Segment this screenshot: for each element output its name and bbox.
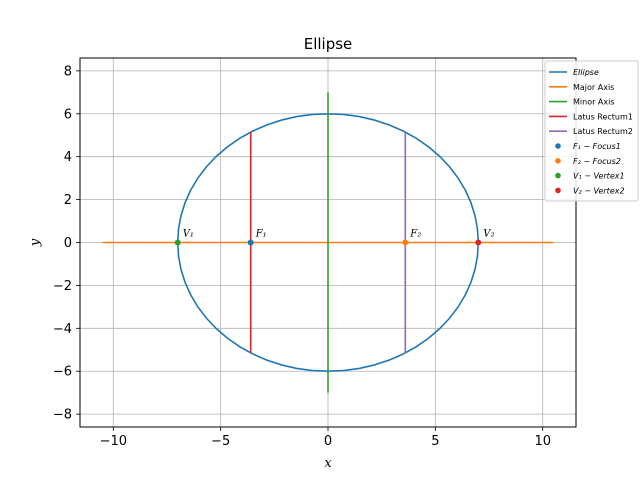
- y-tick-label: −2: [53, 279, 72, 294]
- legend-dot-swatch: [555, 172, 561, 179]
- legend-box: [544, 60, 639, 202]
- x-axis-label: x: [324, 456, 332, 471]
- legend-entry-label: Latus Rectum1: [573, 112, 633, 121]
- legend-entry-label: Latus Rectum2: [573, 127, 633, 136]
- x-tick-label: 10: [534, 434, 551, 449]
- x-tick-label: −5: [211, 434, 230, 449]
- x-tick-label: 5: [431, 434, 439, 449]
- legend-entry-label: V₁ − Vertex1: [573, 172, 625, 181]
- point-marker: [174, 239, 181, 246]
- point-marker: [402, 239, 409, 246]
- y-tick-label: −4: [53, 322, 72, 337]
- y-tick-label: 6: [64, 107, 72, 122]
- y-axis-label: y: [28, 238, 43, 247]
- point-annotation: V₂: [483, 229, 494, 240]
- y-tick-label: −8: [53, 408, 72, 423]
- legend-entry-label: Minor Axis: [573, 98, 615, 107]
- point-marker: [475, 239, 482, 246]
- point-annotations: V₁ F₁ F₂ V₂: [183, 229, 495, 240]
- legend-entry-label: V₂ − Vertex2: [573, 186, 625, 195]
- legend-entry-label: Major Axis: [573, 83, 614, 92]
- axis-ticks: −10 −5 0 5 10 −8 −6 −4 −2 0 2 4 6 8: [53, 64, 551, 449]
- point-annotation: V₁: [183, 229, 194, 240]
- y-tick-label: 4: [64, 150, 72, 165]
- x-tick-label: 0: [324, 434, 332, 449]
- legend-entry-label: F₁ − Focus1: [573, 142, 621, 151]
- legend-entry-label: F₂ − Focus2: [573, 157, 621, 166]
- legend-dot-swatch: [555, 158, 561, 164]
- legend-dot-swatch: [555, 143, 561, 149]
- plot-series: [102, 92, 554, 393]
- y-tick-label: 8: [64, 64, 72, 79]
- x-tick-label: −10: [100, 434, 127, 449]
- point-marker: [247, 239, 254, 246]
- legend: Ellipse Major Axis Minor Axis Latus Rectum1…: [544, 60, 639, 202]
- legend-dot-swatch: [555, 187, 561, 194]
- point-annotation: F₂: [409, 229, 421, 240]
- legend-entry-label: Ellipse: [573, 68, 599, 77]
- y-tick-label: 0: [64, 236, 72, 251]
- point-annotation: F₁: [255, 229, 267, 240]
- chart-title: Ellipse: [304, 35, 353, 53]
- y-tick-label: −6: [53, 365, 72, 380]
- y-tick-label: 2: [64, 193, 72, 208]
